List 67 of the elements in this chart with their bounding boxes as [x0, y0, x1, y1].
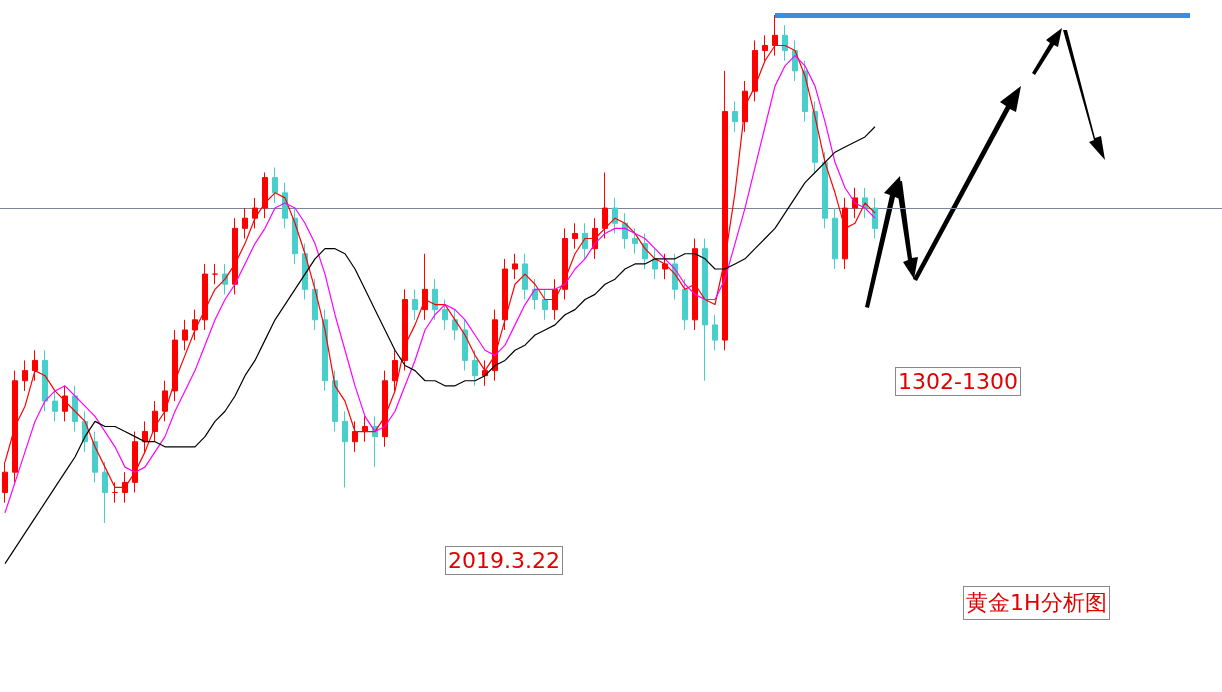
candlestick	[552, 278, 558, 321]
candlestick	[72, 385, 78, 433]
candlestick	[42, 349, 48, 412]
candlestick	[702, 238, 708, 382]
candlestick	[272, 166, 278, 204]
candlestick	[172, 329, 178, 402]
candlestick	[392, 349, 398, 392]
candlestick	[822, 151, 828, 229]
candlestick	[262, 171, 268, 219]
candlestick	[682, 278, 688, 331]
candlestick	[782, 24, 788, 62]
candlestick	[712, 314, 718, 351]
candlestick	[332, 370, 338, 433]
candlestick	[382, 370, 388, 448]
candlestick	[542, 288, 548, 321]
candlestick	[362, 415, 368, 443]
candlestick	[162, 380, 168, 422]
candlestick	[202, 263, 208, 331]
candlestick	[342, 410, 348, 488]
candlestick	[512, 253, 518, 280]
candlestick	[52, 390, 58, 422]
candlestick	[232, 217, 238, 295]
candlestick	[832, 207, 838, 270]
candlestick	[182, 319, 188, 351]
candlestick	[32, 349, 38, 382]
candlestick	[562, 227, 568, 300]
candlestick	[662, 253, 668, 280]
candlestick	[152, 400, 158, 443]
candlestick	[602, 171, 608, 240]
candlestick	[242, 207, 248, 240]
candlestick	[692, 238, 698, 331]
candlestick	[192, 309, 198, 341]
candlestick	[102, 461, 108, 524]
candlestick	[502, 258, 508, 331]
candlestick	[252, 197, 258, 229]
candlestick	[522, 253, 528, 300]
text: 黄金1H分析图	[963, 586, 1110, 620]
candlestick	[572, 222, 578, 250]
candlestick	[142, 420, 148, 453]
candlestick	[842, 197, 848, 270]
candlestick	[592, 217, 598, 260]
text: 2019.3.22	[445, 546, 563, 575]
candlestick	[292, 207, 298, 265]
candlestick	[492, 309, 498, 382]
candlestick	[352, 420, 358, 453]
candlestick	[402, 288, 408, 372]
candlestick	[462, 319, 468, 372]
candlestick	[652, 248, 658, 280]
candlestick	[62, 385, 68, 422]
candlestick	[632, 227, 638, 255]
candlestick	[722, 70, 728, 351]
candlestick	[732, 100, 738, 133]
candlestick	[812, 100, 818, 173]
candlestick	[872, 197, 878, 240]
candlestick	[92, 431, 98, 483]
text: 1302-1300	[895, 367, 1021, 396]
candlestick	[412, 288, 418, 321]
candlestick	[12, 370, 18, 483]
candlestick	[472, 349, 478, 387]
candlestick	[582, 222, 588, 260]
candlestick	[432, 278, 438, 321]
candlestick	[442, 298, 448, 331]
candlestick	[212, 263, 218, 285]
candlestick	[742, 80, 748, 133]
candlestick	[22, 359, 28, 392]
candlestick	[312, 278, 318, 331]
candlestick	[422, 253, 428, 321]
